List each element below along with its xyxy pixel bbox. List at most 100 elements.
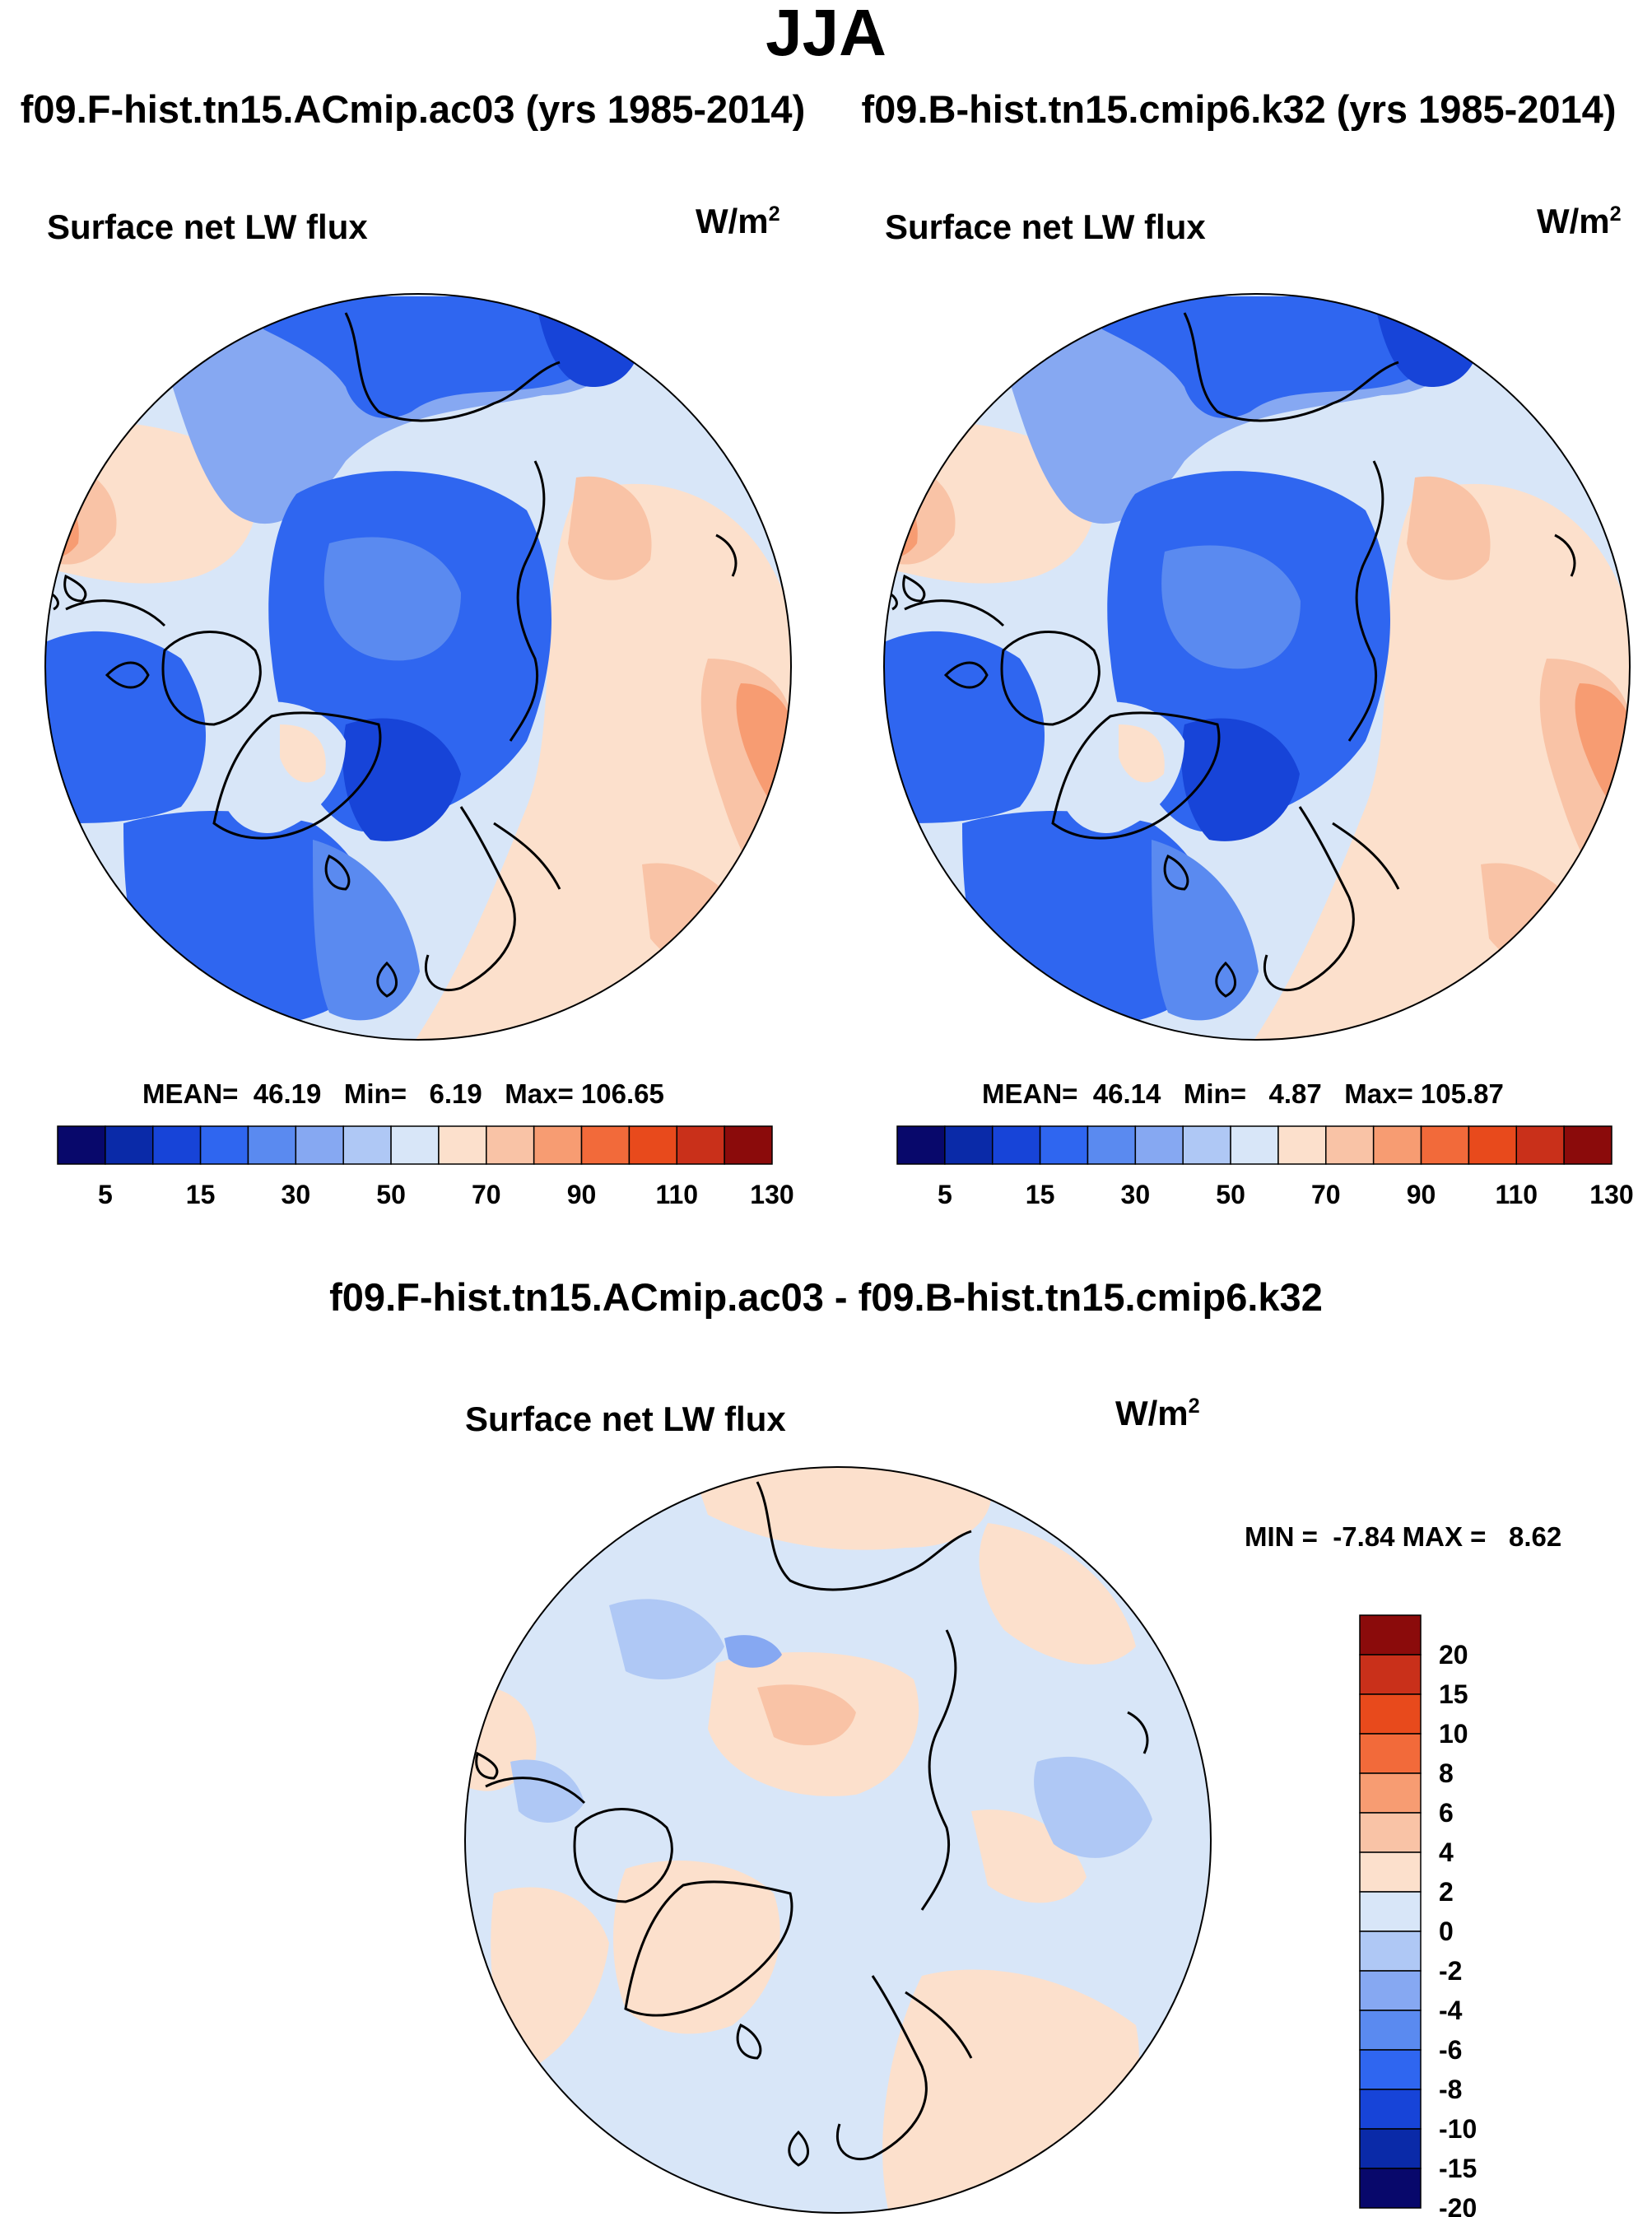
left-map-outline: [44, 293, 792, 1041]
diff-variable-label: Surface net LW flux: [465, 1400, 786, 1438]
diff-colorbar-tick-label: -4: [1439, 1996, 1463, 2025]
left-warm-patch-e: [568, 476, 652, 580]
left-colorbar-color-box: [438, 1125, 487, 1165]
diff-cold-pacific: [609, 1599, 724, 1679]
right-colorbar-color-box: [1134, 1125, 1184, 1165]
diff-colorbar-color-box: [1359, 2168, 1422, 2209]
diff-colorbar-color-box: [1359, 1851, 1422, 1893]
right-colorbar-color-box: [896, 1125, 946, 1165]
diff-warm-east: [979, 1523, 1136, 1665]
right-colorbar-color-box: [1277, 1125, 1327, 1165]
right-cold-pacific-core: [1102, 296, 1464, 419]
right-colorbar-tick-label: 15: [1026, 1180, 1055, 1209]
right-colorbar-color-box: [1372, 1125, 1422, 1165]
right-colorbar-tick-label: 50: [1216, 1180, 1245, 1209]
diff-colorbar-tick-label: 20: [1439, 1640, 1468, 1670]
right-cold-norwegian: [1181, 718, 1300, 841]
right-colorbar-color-box: [944, 1125, 994, 1165]
diff-coastlines: [475, 1481, 1149, 2167]
diff-colorbar-tick-label: 6: [1439, 1798, 1454, 1828]
right-colorbar-tick-label: 90: [1407, 1180, 1436, 1209]
right-colorbar-tick-label: 30: [1121, 1180, 1151, 1209]
diff-cold-siberia: [1034, 1756, 1152, 1858]
diff-stats: MIN = -7.84 MAX = 8.62: [1245, 1521, 1562, 1552]
diff-colorbar-color-box: [1359, 1614, 1422, 1656]
diff-colorbar-tick-label: -2: [1439, 1956, 1462, 1986]
left-cold-pacific-core: [263, 296, 626, 419]
right-colorbar-tick-label: 5: [938, 1180, 952, 1209]
right-colorbar-color-box: [1420, 1125, 1470, 1165]
right-colorbar-tick-label: 130: [1589, 1180, 1633, 1209]
left-warm-patch-f: [642, 863, 757, 974]
left-colorbar-tick-label: 30: [282, 1180, 311, 1209]
diff-colorbar-tick-label: 8: [1439, 1758, 1454, 1788]
right-cold-atlantic-edge: [1152, 840, 1259, 1021]
diff-colorbar-color-box: [1359, 1931, 1422, 1972]
right-colorbar-color-box: [991, 1125, 1041, 1165]
diff-colorbar-tick-label: 0: [1439, 1917, 1454, 1946]
left-colorbar-color-box: [57, 1125, 106, 1165]
left-colorbar-tick-label: 110: [655, 1180, 698, 1209]
diff-colorbar-tick-label: -20: [1439, 2193, 1477, 2217]
left-colorbar: 5 15 30 50 70 90 110 130: [57, 1125, 794, 1209]
diff-colorbar-tick-label: -15: [1439, 2154, 1477, 2183]
left-cold-norwegian: [342, 718, 461, 841]
diff-warm-north: [691, 1467, 993, 1550]
left-colorbar-color-box: [628, 1125, 678, 1165]
right-warm-patch-f: [1481, 863, 1596, 974]
left-cold-arctic-center: [323, 537, 461, 661]
diff-colorbar-tick-label: -10: [1439, 2114, 1477, 2144]
right-colorbar-color-box: [1468, 1125, 1518, 1165]
left-stats: MEAN= 46.19 Min= 6.19 Max= 106.65: [142, 1078, 664, 1109]
diff-colorbar-tick-label: 2: [1439, 1877, 1454, 1907]
diff-colorbar-color-box: [1359, 2049, 1422, 2090]
right-colorbar-color-box: [1515, 1125, 1565, 1165]
right-colorbar-tick-label: 110: [1495, 1180, 1538, 1209]
right-warm-patch-e: [1407, 476, 1491, 580]
left-cold-canada: [45, 631, 206, 823]
left-colorbar-color-box: [580, 1125, 631, 1165]
diff-colorbar-color-box: [1359, 1772, 1422, 1814]
left-colorbar-color-box: [724, 1125, 773, 1165]
left-colorbar-tick-label: 5: [98, 1180, 113, 1209]
right-colorbar-color-box: [1325, 1125, 1375, 1165]
diff-colorbar-color-box: [1359, 1654, 1422, 1695]
main-title: JJA: [766, 0, 886, 69]
diff-colorbar-tick-label: -8: [1439, 2075, 1462, 2104]
left-colorbar-tick-label: 50: [376, 1180, 406, 1209]
diff-units-label: W/m2: [1115, 1394, 1200, 1432]
right-coastlines: [887, 312, 1576, 998]
left-colorbar-color-box: [105, 1125, 154, 1165]
right-colorbar-color-box: [1563, 1125, 1612, 1165]
left-colorbar-color-box: [151, 1125, 202, 1165]
right-colorbar-color-box: [1230, 1125, 1279, 1165]
diff-cold-alaska: [724, 1635, 782, 1668]
diff-colorbar-color-box: [1359, 1693, 1422, 1735]
difference-title: f09.F-hist.tn15.ACmip.ac03 - f09.B-hist.…: [329, 1275, 1323, 1319]
left-coastlines: [49, 312, 738, 998]
left-case-title: f09.F-hist.tn15.ACmip.ac03 (yrs 1985-201…: [20, 87, 806, 131]
left-colorbar-color-box: [199, 1125, 249, 1165]
left-colorbar-tick-label: 90: [567, 1180, 597, 1209]
left-colorbar-color-box: [342, 1125, 392, 1165]
left-colorbar-color-box: [486, 1125, 535, 1165]
diff-warm-southeast: [882, 1969, 1139, 2213]
diff-colorbar-tick-label: -6: [1439, 2035, 1462, 2065]
left-colorbar-tick-label: 70: [472, 1180, 501, 1209]
left-variable-label: Surface net LW flux: [47, 207, 368, 246]
right-greenland-warm: [1119, 724, 1165, 783]
diff-warm-southwest: [491, 1887, 609, 2075]
left-map: [44, 293, 792, 1041]
right-stats: MEAN= 46.14 Min= 4.87 Max= 105.87: [982, 1078, 1504, 1109]
left-colorbar-color-box: [295, 1125, 344, 1165]
right-cold-canada: [884, 631, 1045, 823]
diff-warm-arctic-core: [757, 1684, 856, 1745]
left-colorbar-color-box: [247, 1125, 297, 1165]
left-cold-atlantic-edge: [313, 840, 420, 1021]
right-map: [883, 293, 1631, 1041]
left-colorbar-tick-label: 15: [186, 1180, 216, 1209]
right-colorbar-color-box: [1039, 1125, 1089, 1165]
right-units-label: W/m2: [1537, 202, 1622, 240]
